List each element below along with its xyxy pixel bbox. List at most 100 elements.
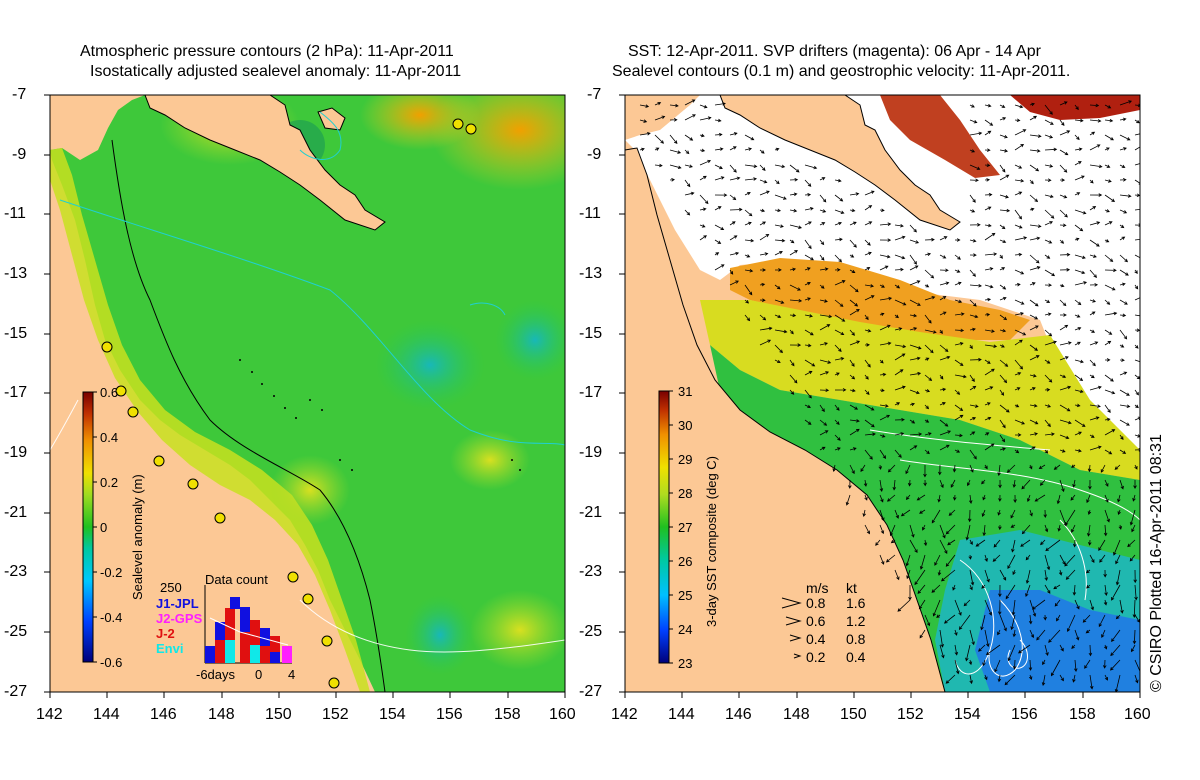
velocity-arrow xyxy=(924,614,931,627)
velocity-arrow xyxy=(819,388,830,393)
velocity-arrow xyxy=(1074,448,1082,453)
velocity-arrow xyxy=(999,117,1007,121)
velocity-arrow xyxy=(969,164,981,170)
csiro-credit: © CSIRO Plotted 16-Apr-2011 08:31 xyxy=(1148,434,1165,692)
velocity-arrow xyxy=(849,374,856,380)
velocity-arrow xyxy=(1059,267,1071,272)
left-ocean xyxy=(50,95,565,692)
velocity-arrow xyxy=(1014,404,1020,408)
velocity-arrow xyxy=(999,344,1005,348)
left-cb-label: 0.6 xyxy=(100,385,119,400)
velocity-arrow xyxy=(1074,175,1085,181)
left-lat-label: -11 xyxy=(4,205,26,222)
velocity-arrow xyxy=(639,104,650,108)
velocity-arrow xyxy=(966,479,971,487)
velocity-arrow xyxy=(1102,659,1107,669)
velocity-arrow xyxy=(789,250,798,256)
velocity-arrow xyxy=(1119,209,1128,214)
velocity-arrow xyxy=(1072,584,1077,596)
velocity-arrow xyxy=(759,282,766,287)
velocity-arrow xyxy=(938,464,942,476)
velocity-arrow xyxy=(1104,329,1113,335)
velocity-arrow xyxy=(909,239,920,244)
velocity-arrow xyxy=(789,224,803,229)
velocity-arrow xyxy=(849,447,857,451)
velocity-arrow xyxy=(699,133,705,138)
right-lat-label: -17 xyxy=(579,384,603,401)
velocity-arrow xyxy=(1036,629,1046,641)
velocity-arrow xyxy=(714,252,720,256)
velocity-arrow xyxy=(759,314,767,321)
velocity-arrow xyxy=(1134,269,1138,275)
velocity-arrow xyxy=(849,428,860,436)
velocity-arrow xyxy=(1014,252,1023,257)
velocity-arrow xyxy=(1104,221,1113,226)
velocity-arrow xyxy=(939,295,947,301)
velocity-arrow xyxy=(887,464,896,473)
velocity-arrow xyxy=(1045,539,1061,552)
velocity-arrow xyxy=(909,356,921,361)
velocity-arrow xyxy=(879,479,884,492)
velocity-arrow xyxy=(1134,145,1140,151)
right-sst-warm xyxy=(730,258,1030,340)
left-lat-label: -9 xyxy=(12,146,27,163)
velocity-arrow xyxy=(1011,599,1016,616)
velocity-arrow xyxy=(1131,524,1136,533)
velocity-arrow xyxy=(1014,299,1025,305)
velocity-arrow xyxy=(759,339,772,346)
velocity-arrow xyxy=(969,131,983,136)
velocity-arrow xyxy=(917,584,926,594)
velocity-arrow xyxy=(864,284,875,288)
velocity-arrow xyxy=(1087,539,1092,546)
velocity-arrow xyxy=(654,101,662,106)
velocity-arrow xyxy=(1059,178,1066,182)
velocity-arrow xyxy=(759,190,770,196)
velocity-arrow xyxy=(999,404,1010,413)
velocity-arrow xyxy=(819,324,831,331)
velocity-arrow xyxy=(1014,339,1023,346)
right-lat-label: -15 xyxy=(579,325,603,342)
velocity-arrow xyxy=(999,447,1006,451)
velocity-legend-kt: 0.4 xyxy=(846,649,866,665)
right-lat-label: -23 xyxy=(579,563,603,580)
right-lon-label: 160 xyxy=(1124,706,1151,723)
velocity-arrow xyxy=(669,118,678,122)
velocity-arrow xyxy=(1074,281,1088,286)
velocity-arrow xyxy=(834,357,845,361)
velocity-arrow xyxy=(889,524,896,537)
velocity-arrow xyxy=(909,419,916,424)
sat-j2-gps: J2-GPS xyxy=(156,611,203,626)
velocity-arrow xyxy=(984,223,992,228)
velocity-arrow xyxy=(914,569,926,586)
velocity-arrow xyxy=(639,119,648,123)
velocity-arrow xyxy=(984,432,990,436)
velocity-arrow xyxy=(969,539,973,546)
velocity-arrow xyxy=(1014,282,1021,287)
velocity-arrow xyxy=(982,494,986,501)
velocity-arrow xyxy=(1074,599,1080,610)
velocity-arrow xyxy=(1059,374,1067,379)
velocity-arrow xyxy=(864,239,871,246)
velocity-arrow xyxy=(969,449,977,460)
velocity-arrow xyxy=(1059,313,1067,317)
velocity-arrow xyxy=(969,374,975,383)
velocity-arrow xyxy=(819,239,825,246)
velocity-arrow xyxy=(1134,434,1140,438)
velocity-arrow xyxy=(1119,449,1127,454)
velocity-arrow xyxy=(894,314,899,319)
velocity-arrow xyxy=(864,374,869,380)
legend-arrow-0-6 xyxy=(785,616,802,626)
velocity-arrow xyxy=(1104,674,1109,681)
velocity-arrow xyxy=(1127,539,1136,548)
right-colorbar-title: 3-day SST composite (deg C) xyxy=(704,456,719,627)
velocity-arrow xyxy=(1084,659,1091,669)
velocity-arrow xyxy=(1010,509,1016,519)
velocity-arrow xyxy=(969,629,975,646)
velocity-arrow xyxy=(924,389,931,393)
velocity-arrow xyxy=(1059,404,1071,412)
velocity-arrow xyxy=(909,280,921,286)
velocity-arrow xyxy=(999,569,1007,581)
velocity-arrow xyxy=(1029,419,1039,425)
velocity-arrow xyxy=(984,368,995,376)
velocity-arrow xyxy=(834,280,846,286)
